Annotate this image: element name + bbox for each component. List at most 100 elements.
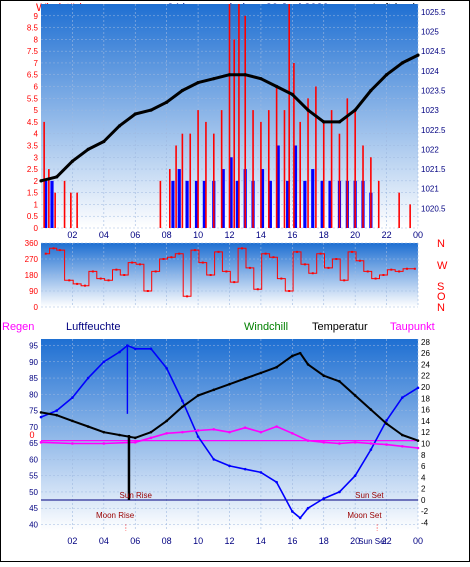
taupunkt-point xyxy=(338,442,341,445)
moonrise-label: Moon Rise xyxy=(96,511,135,520)
x-tick-label: 10 xyxy=(193,230,203,240)
temperatur-point xyxy=(275,365,278,369)
wind-direction-point xyxy=(83,284,86,287)
temperatur-point xyxy=(291,354,294,358)
pressure-point xyxy=(39,179,43,183)
pressure-point xyxy=(259,77,263,81)
luftfeuchte-point xyxy=(71,396,74,399)
pressure-point xyxy=(102,139,106,144)
wind-direction-point xyxy=(52,247,55,250)
pressure-point xyxy=(180,88,184,93)
taupunkt-point xyxy=(133,441,137,444)
taupunkt-point xyxy=(385,443,388,446)
taupunkt-point xyxy=(212,428,216,431)
wind-direction-point xyxy=(311,272,314,275)
temperature-y-tick-label: 4 xyxy=(421,473,426,482)
temperature-humidity-grid xyxy=(41,339,419,531)
wind-y-tick-label: 3 xyxy=(34,153,39,162)
temperature-y-tick-label: 24 xyxy=(421,360,430,369)
gust-bar xyxy=(286,180,290,228)
direction-y-tick-label: 270 xyxy=(25,255,39,264)
humidity-y-tick-label: 65 xyxy=(29,439,38,448)
wind-direction-point xyxy=(233,281,236,284)
x-tick-label: 12 xyxy=(224,536,234,546)
header-luftfeuchte: Luftfeuchte xyxy=(66,321,120,333)
luftfeuchte-point xyxy=(322,497,326,500)
wind-direction-point xyxy=(280,277,283,280)
wind-direction-point xyxy=(256,288,259,291)
wind-direction-point xyxy=(272,256,275,259)
x-tick-label: 22 xyxy=(382,230,392,240)
pressure-series xyxy=(39,53,420,183)
x-tick-label: 16 xyxy=(287,230,297,240)
wind-direction-point xyxy=(138,263,141,266)
x-tick-label: 16 xyxy=(287,536,297,546)
wind-direction-point xyxy=(209,274,212,276)
wind-direction-point xyxy=(343,279,346,282)
gust-bar xyxy=(320,180,324,228)
wind-direction-point xyxy=(358,259,361,262)
pressure-point xyxy=(353,108,357,112)
luftfeuchte-point xyxy=(118,350,121,354)
temperatur-point xyxy=(212,388,216,392)
pressure-y-tick-label: 1021 xyxy=(421,185,439,194)
pressure-point xyxy=(227,73,232,77)
sun-moon-annotations: Sun Rise Sun Set Moon Rise Moon Set Sun Set xyxy=(96,435,388,546)
taupunkt-point xyxy=(243,426,247,429)
header-temperatur: Temperatur xyxy=(312,321,368,333)
gust-bar xyxy=(202,180,206,228)
x-tick-label: 02 xyxy=(67,230,77,240)
temperatur-point xyxy=(71,419,74,423)
temperatur-point xyxy=(165,419,168,423)
taupunkt-point xyxy=(165,432,168,435)
wind-direction-series xyxy=(44,247,416,298)
wind-speed-bars xyxy=(43,4,411,228)
x-tick-label: 14 xyxy=(256,536,266,546)
pressure-point xyxy=(149,108,153,112)
x-tick-label: 02 xyxy=(67,536,77,546)
pressure-point xyxy=(369,88,373,93)
direction-letter: O xyxy=(437,291,446,303)
taupunkt-point xyxy=(259,430,263,434)
wind-y-tick-label: 8 xyxy=(34,35,39,44)
sun-overlap-label: Sun Set xyxy=(358,537,387,546)
temperatur-line xyxy=(40,352,419,442)
wind-pressure-panel: 0 0.5 1 1.5 2 2.5 3 3.5 4 4.5 5 5.5 6 6.5 7 7.5 8 8.5 9 10… xyxy=(27,4,446,240)
pressure-point xyxy=(290,92,294,96)
wind-y-tick-label: 5 xyxy=(34,106,39,115)
temperature-y-tick-label: 18 xyxy=(421,394,430,403)
pressure-point xyxy=(55,175,59,179)
temperature-y-tick-label: 6 xyxy=(421,462,426,471)
wind-y-tick-label: 3.5 xyxy=(27,141,39,150)
taupunkt-point xyxy=(306,439,310,442)
temperature-y-tick-label: 16 xyxy=(421,406,430,415)
pressure-point xyxy=(133,112,137,116)
wind-direction-point xyxy=(374,277,377,280)
gust-bar xyxy=(268,180,272,228)
pressure-point xyxy=(337,120,342,124)
humidity-y-tick-label: 60 xyxy=(29,455,38,464)
wind-y-tick-label: 1 xyxy=(34,200,39,209)
temperature-y-tick-label: -4 xyxy=(421,519,429,528)
temperatur-point xyxy=(133,436,137,440)
x-tick-label: 14 xyxy=(256,230,266,240)
pressure-point xyxy=(306,108,310,112)
pressure-y-tick-label: 1024.5 xyxy=(421,47,446,56)
temperatur-point xyxy=(243,377,247,380)
temperatur-point xyxy=(39,411,43,414)
luftfeuchte-point xyxy=(243,467,247,471)
temperature-y-tick-label: 2 xyxy=(421,485,426,494)
taupunkt-point xyxy=(322,441,326,444)
x-tick-label: 00 xyxy=(413,230,423,240)
wind-direction-point xyxy=(390,268,393,271)
temperatur-point xyxy=(338,380,341,383)
wind-direction-point xyxy=(107,279,110,282)
direction-y-tick-label: 0 xyxy=(34,303,39,312)
gust-bar xyxy=(50,180,54,228)
taupunkt-point xyxy=(228,430,231,434)
x-tick-label: 00 xyxy=(413,536,423,546)
wind-y-tick-label: 4 xyxy=(34,130,39,139)
